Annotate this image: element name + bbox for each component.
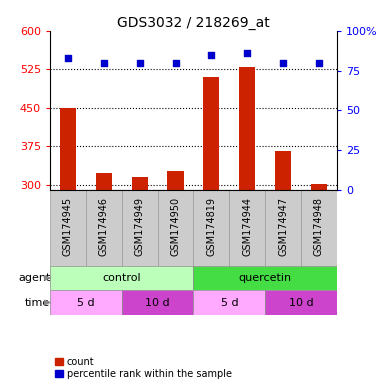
Point xyxy=(101,60,107,66)
Text: GSM174945: GSM174945 xyxy=(63,197,73,256)
Bar xyxy=(265,190,301,266)
Point xyxy=(280,60,286,66)
Text: 10 d: 10 d xyxy=(145,298,170,308)
Text: time: time xyxy=(25,298,50,308)
Bar xyxy=(193,290,265,315)
Text: 5 d: 5 d xyxy=(77,298,95,308)
Bar xyxy=(203,78,219,190)
Text: 10 d: 10 d xyxy=(289,298,313,308)
Point xyxy=(137,60,143,66)
Point xyxy=(65,55,71,61)
Point xyxy=(208,51,214,58)
Text: GSM174944: GSM174944 xyxy=(242,197,252,256)
Text: control: control xyxy=(102,273,141,283)
Bar xyxy=(275,151,291,190)
Text: 5 d: 5 d xyxy=(221,298,238,308)
Bar xyxy=(229,190,265,266)
Text: GSM174946: GSM174946 xyxy=(99,197,109,256)
Bar xyxy=(122,290,193,315)
Bar xyxy=(86,190,122,266)
Text: GSM174819: GSM174819 xyxy=(206,197,216,256)
Text: GSM174948: GSM174948 xyxy=(314,197,324,256)
Text: GSM174949: GSM174949 xyxy=(135,197,145,256)
Point xyxy=(316,60,322,66)
Bar xyxy=(50,190,86,266)
Bar xyxy=(193,190,229,266)
Bar xyxy=(132,177,148,190)
Bar xyxy=(265,290,337,315)
Text: quercetin: quercetin xyxy=(239,273,292,283)
Bar xyxy=(193,266,337,290)
Bar xyxy=(122,190,157,266)
Point xyxy=(244,50,250,56)
Bar xyxy=(301,190,337,266)
Title: GDS3032 / 218269_at: GDS3032 / 218269_at xyxy=(117,16,270,30)
Text: GSM174947: GSM174947 xyxy=(278,197,288,256)
Legend: count, percentile rank within the sample: count, percentile rank within the sample xyxy=(55,357,232,379)
Point xyxy=(172,60,179,66)
Bar xyxy=(311,184,327,190)
Bar xyxy=(96,173,112,190)
Bar xyxy=(239,67,255,190)
Bar xyxy=(50,266,193,290)
Bar xyxy=(167,171,184,190)
Bar xyxy=(157,190,194,266)
Bar xyxy=(60,108,76,190)
Text: agent: agent xyxy=(18,273,50,283)
Text: GSM174950: GSM174950 xyxy=(171,197,181,256)
Bar xyxy=(50,290,122,315)
